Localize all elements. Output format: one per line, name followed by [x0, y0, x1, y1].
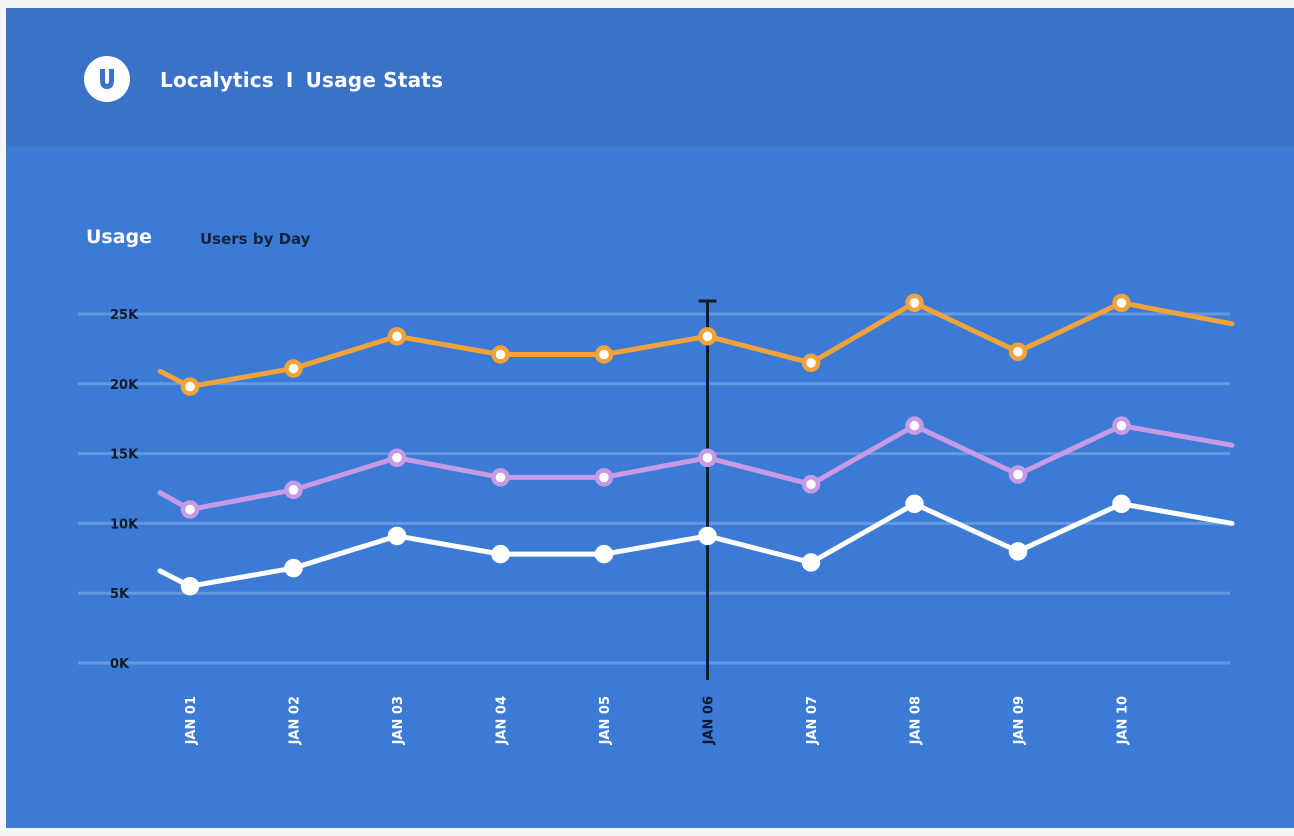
- x-tick-label: JAN 07: [805, 696, 820, 745]
- data-point[interactable]: [801, 353, 821, 373]
- localytics-logo-icon[interactable]: [84, 56, 130, 102]
- x-tick-label: JAN 09: [1012, 696, 1027, 745]
- data-point[interactable]: [1008, 342, 1028, 361]
- section-subtitle: Users by Day: [200, 230, 311, 248]
- data-point[interactable]: [284, 480, 303, 500]
- data-point[interactable]: [594, 468, 614, 487]
- series-line-3: [157, 501, 1235, 589]
- data-point[interactable]: [905, 494, 924, 514]
- y-tick-label: 15K: [110, 448, 139, 463]
- page-name: Usage Stats: [305, 68, 444, 92]
- data-point[interactable]: [698, 448, 717, 468]
- brand-name[interactable]: Localytics: [160, 68, 274, 92]
- x-tick-label: JAN 10: [1116, 696, 1131, 745]
- usage-line-chart: 0K 5K 10K 15K 20K 25K JAN 01 JAN 02 JAN 03 JAN 04…: [78, 293, 1235, 745]
- data-point[interactable]: [1112, 494, 1131, 514]
- data-point[interactable]: [1008, 465, 1028, 484]
- brand-separator: I: [285, 68, 294, 92]
- brand-title: Localytics I Usage Stats: [160, 68, 443, 92]
- x-tick-label: JAN 03: [391, 696, 406, 745]
- section-title: Usage: [86, 226, 153, 248]
- y-tick-label: 10K: [110, 517, 139, 532]
- y-tick-label: 5K: [110, 587, 130, 602]
- data-point[interactable]: [1112, 293, 1131, 313]
- data-point[interactable]: [698, 327, 717, 346]
- y-tick-label: 20K: [110, 378, 139, 393]
- data-point[interactable]: [1008, 542, 1028, 561]
- y-tick-label: 25K: [110, 308, 139, 323]
- series-line-1: [157, 300, 1235, 390]
- data-point[interactable]: [594, 544, 614, 564]
- data-point[interactable]: [491, 468, 510, 487]
- x-tick-label: JAN 06: [702, 696, 717, 745]
- x-tick-label: JAN 08: [909, 696, 924, 745]
- data-point[interactable]: [491, 544, 510, 564]
- y-tick-label: 0K: [110, 657, 130, 672]
- data-point[interactable]: [905, 293, 924, 313]
- data-point[interactable]: [905, 416, 924, 435]
- data-point[interactable]: [1112, 416, 1131, 435]
- data-point[interactable]: [801, 553, 821, 572]
- data-point[interactable]: [387, 327, 407, 346]
- dashboard-frame: Localytics I Usage Stats Usage Users by Da…: [6, 8, 1294, 828]
- data-point[interactable]: [594, 345, 614, 364]
- logo-glyph-icon: [100, 69, 114, 89]
- data-point[interactable]: [387, 526, 407, 546]
- data-point[interactable]: [801, 475, 821, 494]
- series-line-2: [157, 423, 1235, 512]
- data-point[interactable]: [491, 345, 510, 364]
- app-header: Localytics I Usage Stats: [6, 8, 1294, 146]
- data-point[interactable]: [284, 558, 303, 578]
- data-point[interactable]: [284, 359, 303, 378]
- data-point[interactable]: [180, 500, 200, 519]
- x-tick-label: JAN 04: [495, 696, 510, 745]
- x-tick-label: JAN 02: [288, 696, 303, 745]
- x-tick-label: JAN 05: [598, 696, 613, 745]
- x-tick-label: JAN 01: [184, 696, 199, 745]
- data-point[interactable]: [387, 448, 407, 468]
- data-point[interactable]: [180, 377, 200, 396]
- data-point[interactable]: [180, 576, 200, 596]
- data-point[interactable]: [698, 526, 717, 546]
